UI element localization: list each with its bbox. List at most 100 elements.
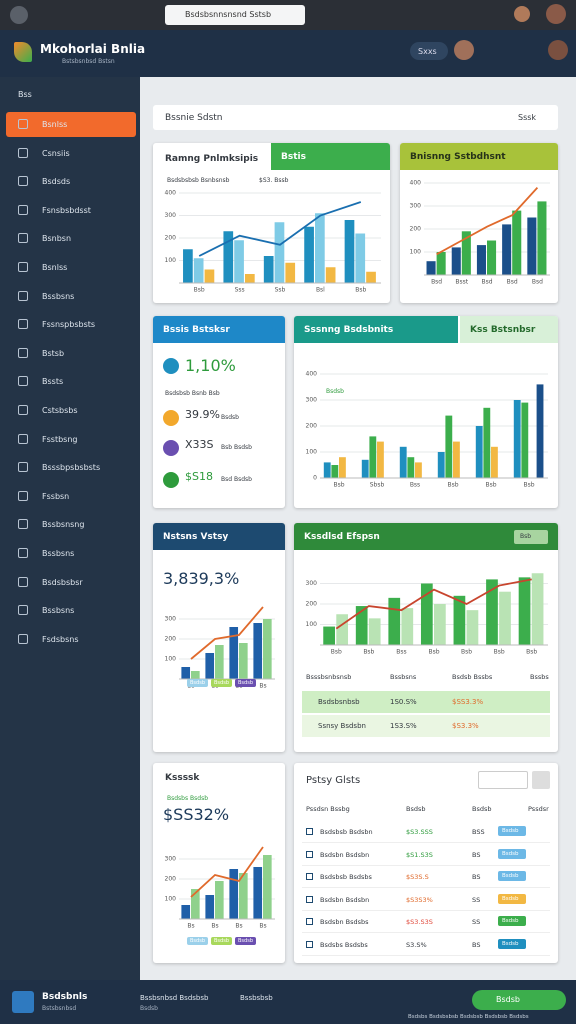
row-icon	[306, 940, 313, 948]
card-header: Nstsns Vstsy	[153, 523, 285, 550]
card-header: Bnisnng Sstbdhsnt	[400, 143, 558, 170]
bar	[239, 873, 248, 919]
breadcrumb-title: Bssnie Sdstn	[165, 113, 223, 123]
nav-item[interactable]: Fsdsbsns	[6, 627, 136, 652]
nav-item[interactable]: Bsdsbsbsr	[6, 570, 136, 595]
x-tick-label: Bs	[235, 923, 242, 930]
avatar[interactable]	[514, 6, 530, 22]
status-badge[interactable]: Bsdsb	[498, 938, 526, 949]
nav-icon	[18, 519, 28, 530]
nav-item[interactable]: Bssbsns	[6, 541, 136, 566]
app-subtitle: Bstsbsnbsd Bstsn	[62, 58, 115, 65]
search[interactable]: Sxxs	[410, 42, 448, 60]
nav-item[interactable]: Fssbsn	[6, 484, 136, 509]
x-tick-label: Bsl	[316, 287, 325, 294]
bar	[426, 261, 436, 275]
browser-menu[interactable]	[10, 6, 28, 24]
status-badge[interactable]: Bsdsb	[498, 893, 526, 904]
tab[interactable]: Kss Bstsnbsr	[460, 316, 558, 343]
nav-item[interactable]: Bstsb	[6, 341, 136, 366]
balance-card: Kssssk Bsdsbs Bsdsb $SS32% 100 200 300 Bs Bs…	[153, 763, 285, 963]
y-tick-label: 200	[306, 601, 318, 608]
avatar[interactable]	[454, 40, 474, 60]
nav-item[interactable]: Bsnlss	[6, 112, 136, 137]
nav-label: Bsssbpsbsbsts	[42, 463, 101, 473]
table-cell: $S1.S3S	[406, 850, 433, 859]
footer-link[interactable]: Bssbsbsb	[240, 994, 273, 1002]
card-title: Kssdlsd Efspsn	[304, 532, 380, 542]
nav-item[interactable]: Fssnspbsbsts	[6, 312, 136, 337]
footer-sub: Bstsbsnbsd	[42, 1005, 77, 1012]
status-badge[interactable]: Bsdsb	[498, 826, 526, 836]
nav-label: Fssbsn	[42, 491, 70, 501]
row-icon	[306, 895, 313, 903]
effect-card: Kssdlsd Efspsn Bsb 100 200 300 Bsb Bsb Bss Bsb…	[294, 523, 558, 752]
nav-item[interactable]: Csnsiis	[6, 141, 136, 166]
nav-icon	[18, 376, 28, 387]
button-label: Bsdsb	[496, 995, 520, 1004]
table-cell: Bsdsbsnbsb	[318, 698, 360, 706]
status-badge[interactable]: Bsdsb	[498, 916, 526, 926]
settings-button[interactable]	[532, 771, 550, 789]
bar	[323, 626, 335, 645]
table-row[interactable]: Ssnsy Bsdsbn 1S3.S% $S3.3%	[302, 715, 550, 737]
nav-item[interactable]: Fsstbsng	[6, 427, 136, 452]
stat-label: Bsdsb	[221, 414, 239, 421]
nav-item[interactable]: Bssbsnsng	[6, 512, 136, 537]
card-title: Sssnng Bsdsbnits	[304, 325, 394, 335]
chart: 0 100 200 300 400 Bsb Sbsb Bss Bsb Bsb Bsb	[306, 371, 548, 489]
pager[interactable]	[478, 771, 528, 789]
nav-item[interactable]: Bssts	[6, 369, 136, 394]
trend-line	[190, 846, 264, 898]
avatar[interactable]	[548, 40, 568, 60]
note: $S3. Bssb	[259, 177, 289, 184]
avatar[interactable]	[546, 4, 566, 24]
table-cell: $SS3.3%	[452, 698, 484, 706]
address-bar[interactable]: Bsdsbsnnsnsnd Sstsb	[165, 5, 305, 25]
nav-item[interactable]: Fsnsbsbdsst	[6, 198, 136, 223]
bar	[369, 436, 377, 478]
nav-icon	[18, 433, 28, 444]
status-badge[interactable]: Bsdsb	[498, 871, 526, 881]
stat-icon	[163, 472, 179, 488]
breadcrumb-right[interactable]: Sssk	[518, 113, 537, 122]
button-label: Bsb	[520, 533, 532, 540]
goals-card: Pstsy Glsts Pssdsn Bssbg Bsdsb Bsdsb Pssdsr…	[294, 763, 558, 963]
card-button[interactable]: Bsb	[514, 530, 548, 544]
nav-item[interactable]: Bssbsns	[6, 284, 136, 309]
nav-item[interactable]: Bsssbpsbsbsts	[6, 455, 136, 480]
x-tick-label: Bsb	[194, 287, 205, 294]
bar	[453, 441, 460, 478]
nav-item[interactable]: Cstsbsbs	[6, 398, 136, 423]
x-tick-label: Bsd	[431, 279, 442, 286]
table-cell: $S3.S3S	[406, 918, 433, 926]
footer-link[interactable]: Bsdsb	[140, 1005, 158, 1012]
nav-icon	[18, 405, 28, 415]
nav-item[interactable]: Bsdsds	[6, 169, 136, 194]
footer-button[interactable]: Bsdsb	[472, 990, 566, 1010]
chart: 100 200 300 Bs Bs Bs Bs	[165, 846, 275, 930]
nav-item[interactable]: Bssbsns	[6, 598, 136, 623]
bar	[191, 889, 200, 919]
status-badge[interactable]: Bsdsb	[498, 848, 526, 859]
bar	[361, 459, 369, 478]
row-divider	[302, 909, 550, 911]
nav-icon	[18, 605, 28, 616]
nav-item[interactable]: Bsnbsn	[6, 226, 136, 251]
bar	[483, 407, 491, 478]
bar	[513, 400, 521, 478]
chart: 100 200 300 400 Bsb Sss Ssb Bsl Bsb	[165, 190, 381, 294]
bar	[415, 462, 422, 478]
sales-card: Sssnng Bsdsbnits Kss Bstsnbsr Bsdsb 0 100…	[294, 316, 558, 508]
table-cell: Bsdsbn Bsdsbn	[320, 850, 370, 859]
table-row[interactable]: Bsdsbsnbsb 1S0.S% $SS3.3%	[302, 691, 550, 713]
footer-link[interactable]: Bssbsnbsd Bsdsbsb	[140, 994, 209, 1002]
stats-card: Bssis Bstsksr 1,10% Bsdsbsb Bsnb Bsb 39.9%…	[153, 316, 285, 508]
x-tick-label: Bsb	[526, 649, 537, 656]
tab[interactable]: Bstis	[271, 143, 390, 170]
table-cell: Bsdsbn Bsdsbn	[320, 895, 370, 904]
bar	[399, 446, 407, 478]
bar	[315, 213, 325, 283]
nav-item[interactable]: Bsnlss	[6, 255, 136, 280]
bar	[253, 623, 263, 679]
